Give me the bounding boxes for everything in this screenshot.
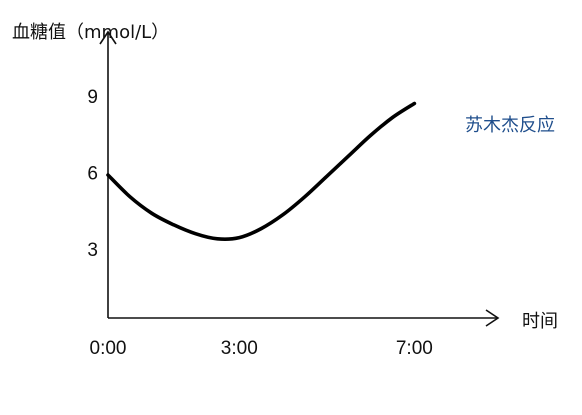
y-tick-labels: 3 6 9 bbox=[87, 87, 98, 261]
x-tick-label: 7:00 bbox=[396, 338, 433, 359]
x-axis-arrow bbox=[485, 309, 500, 327]
x-tick-label: 3:00 bbox=[221, 338, 258, 359]
y-axis-arrow bbox=[99, 30, 117, 45]
series-line-somogyi bbox=[106, 101, 417, 241]
axes bbox=[99, 30, 500, 327]
y-axis-label: 血糖值（mmol/L） bbox=[12, 22, 169, 43]
series-label: 苏木杰反应 bbox=[465, 115, 555, 136]
y-tick-label: 3 bbox=[87, 240, 98, 261]
x-tick-labels: 0:00 3:00 7:00 bbox=[90, 338, 433, 359]
x-axis-label: 时间 bbox=[522, 311, 558, 332]
y-tick-label: 6 bbox=[87, 163, 98, 184]
x-tick-label: 0:00 bbox=[90, 338, 127, 359]
y-tick-label: 9 bbox=[87, 87, 98, 108]
